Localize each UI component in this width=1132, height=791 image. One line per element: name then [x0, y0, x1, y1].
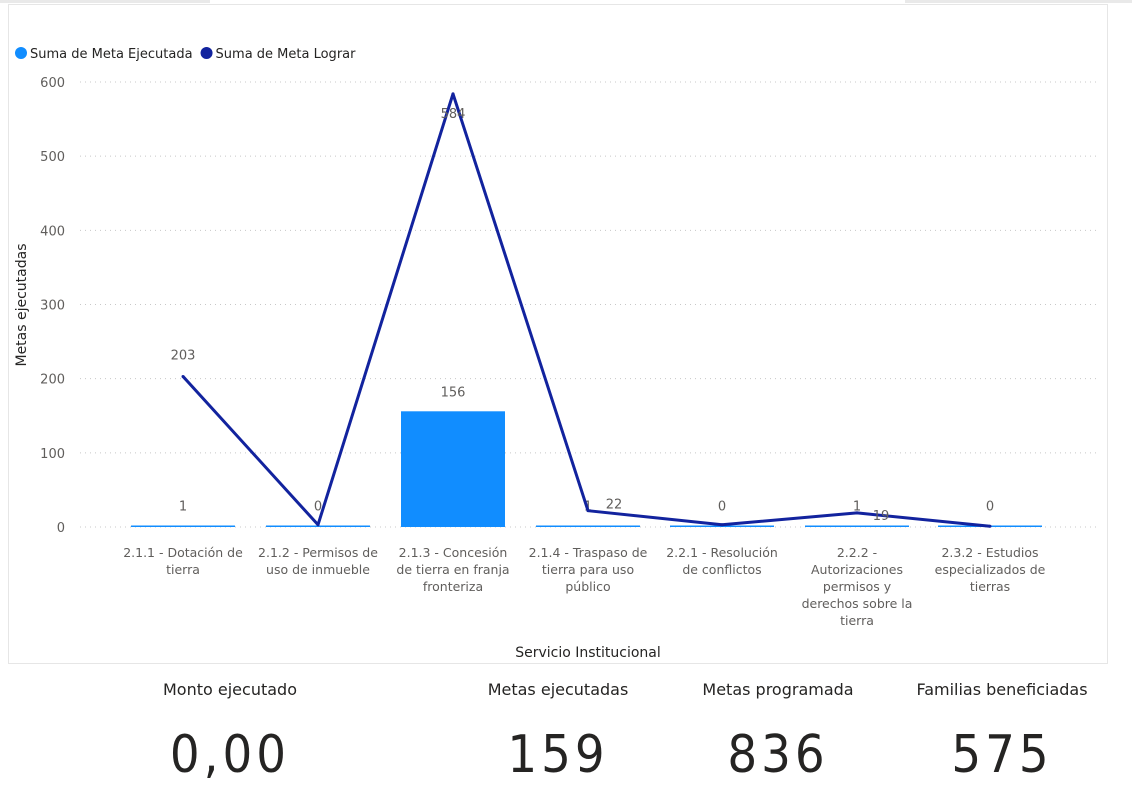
chart-panel: [8, 4, 1108, 664]
y-axis-title: Metas ejecutadas: [14, 243, 30, 366]
legend-label: Suma de Meta Ejecutada: [30, 47, 193, 62]
x-tick-label: 2.1.1 - Dotación de tierra: [123, 545, 243, 577]
line-data-label: 584: [441, 107, 466, 122]
x-tick-label: 2.1.3 - Concesión de tierra en franja fron…: [396, 545, 509, 594]
kpi-card-monto: Monto ejecutado 0,00: [100, 680, 360, 785]
legend-marker: [200, 47, 213, 59]
kpi-label: Metas programada: [702, 680, 854, 699]
kpi-value: 575: [951, 725, 1053, 785]
kpi-label: Metas ejecutadas: [487, 680, 629, 699]
x-tick-label: 2.3.2 - Estudios especializados de tierras: [935, 545, 1046, 594]
line-meta-lograr: [181, 92, 991, 528]
kpi-label: Monto ejecutado: [163, 680, 297, 699]
bar-meta-ejecutada: [131, 525, 235, 527]
bar-data-label: 1: [853, 500, 861, 515]
line-data-label: 19: [873, 509, 890, 524]
bar-data-label: 1: [179, 500, 187, 515]
line-point: [181, 374, 185, 378]
kpi-label: Familias beneficiadas: [916, 680, 1088, 699]
line-point: [855, 511, 859, 515]
line-point: [988, 524, 992, 528]
line-point: [316, 523, 320, 527]
y-tick-label: 400: [40, 224, 65, 239]
y-tick-label: 500: [40, 150, 65, 165]
kpi-card-metas-ejecutadas: Metas ejecutadas 159: [428, 680, 688, 785]
line-point: [451, 92, 455, 96]
y-tick-label: 200: [40, 373, 65, 388]
y-tick-label: 100: [40, 447, 65, 462]
legend-label: Suma de Meta Lograr: [216, 47, 357, 62]
x-tick-label: 2.1.2 - Permisos de uso de inmueble: [258, 545, 378, 577]
bar-meta-ejecutada: [805, 525, 909, 527]
x-axis-title: Servicio Institucional: [515, 645, 661, 661]
top-strip-left: [0, 0, 210, 3]
kpi-card-familias: Familias beneficiadas 575: [872, 680, 1132, 785]
kpi-value: 159: [507, 725, 609, 785]
line-point: [586, 509, 590, 513]
top-strip-right: [905, 0, 1132, 3]
bar-data-label: 0: [718, 500, 726, 515]
x-tick-label: 2.2.1 - Resolución de conflictos: [666, 545, 778, 577]
line-data-label: 22: [606, 498, 623, 513]
x-tick-label: 2.2.2 -Autorizaciones permisos y derechos …: [802, 545, 913, 628]
line-point: [720, 523, 724, 527]
y-tick-label: 600: [40, 76, 65, 91]
bar-meta-ejecutada: [536, 525, 640, 527]
legend-marker: [15, 47, 27, 59]
kpi-value: 0,00: [169, 725, 291, 785]
line-data-label: 203: [171, 348, 196, 363]
bar-data-label: 156: [441, 385, 466, 400]
bar-data-label: 0: [986, 500, 994, 515]
kpi-card-metas-programada: Metas programada 836: [648, 680, 908, 785]
bar-data-label: 0: [314, 500, 322, 515]
x-tick-label: 2.1.4 - Traspaso de tierra para uso públic…: [529, 545, 648, 594]
bar-meta-ejecutada: [401, 411, 505, 527]
y-tick-label: 0: [57, 521, 65, 536]
kpi-value: 836: [727, 725, 829, 785]
y-tick-label: 300: [40, 299, 65, 314]
